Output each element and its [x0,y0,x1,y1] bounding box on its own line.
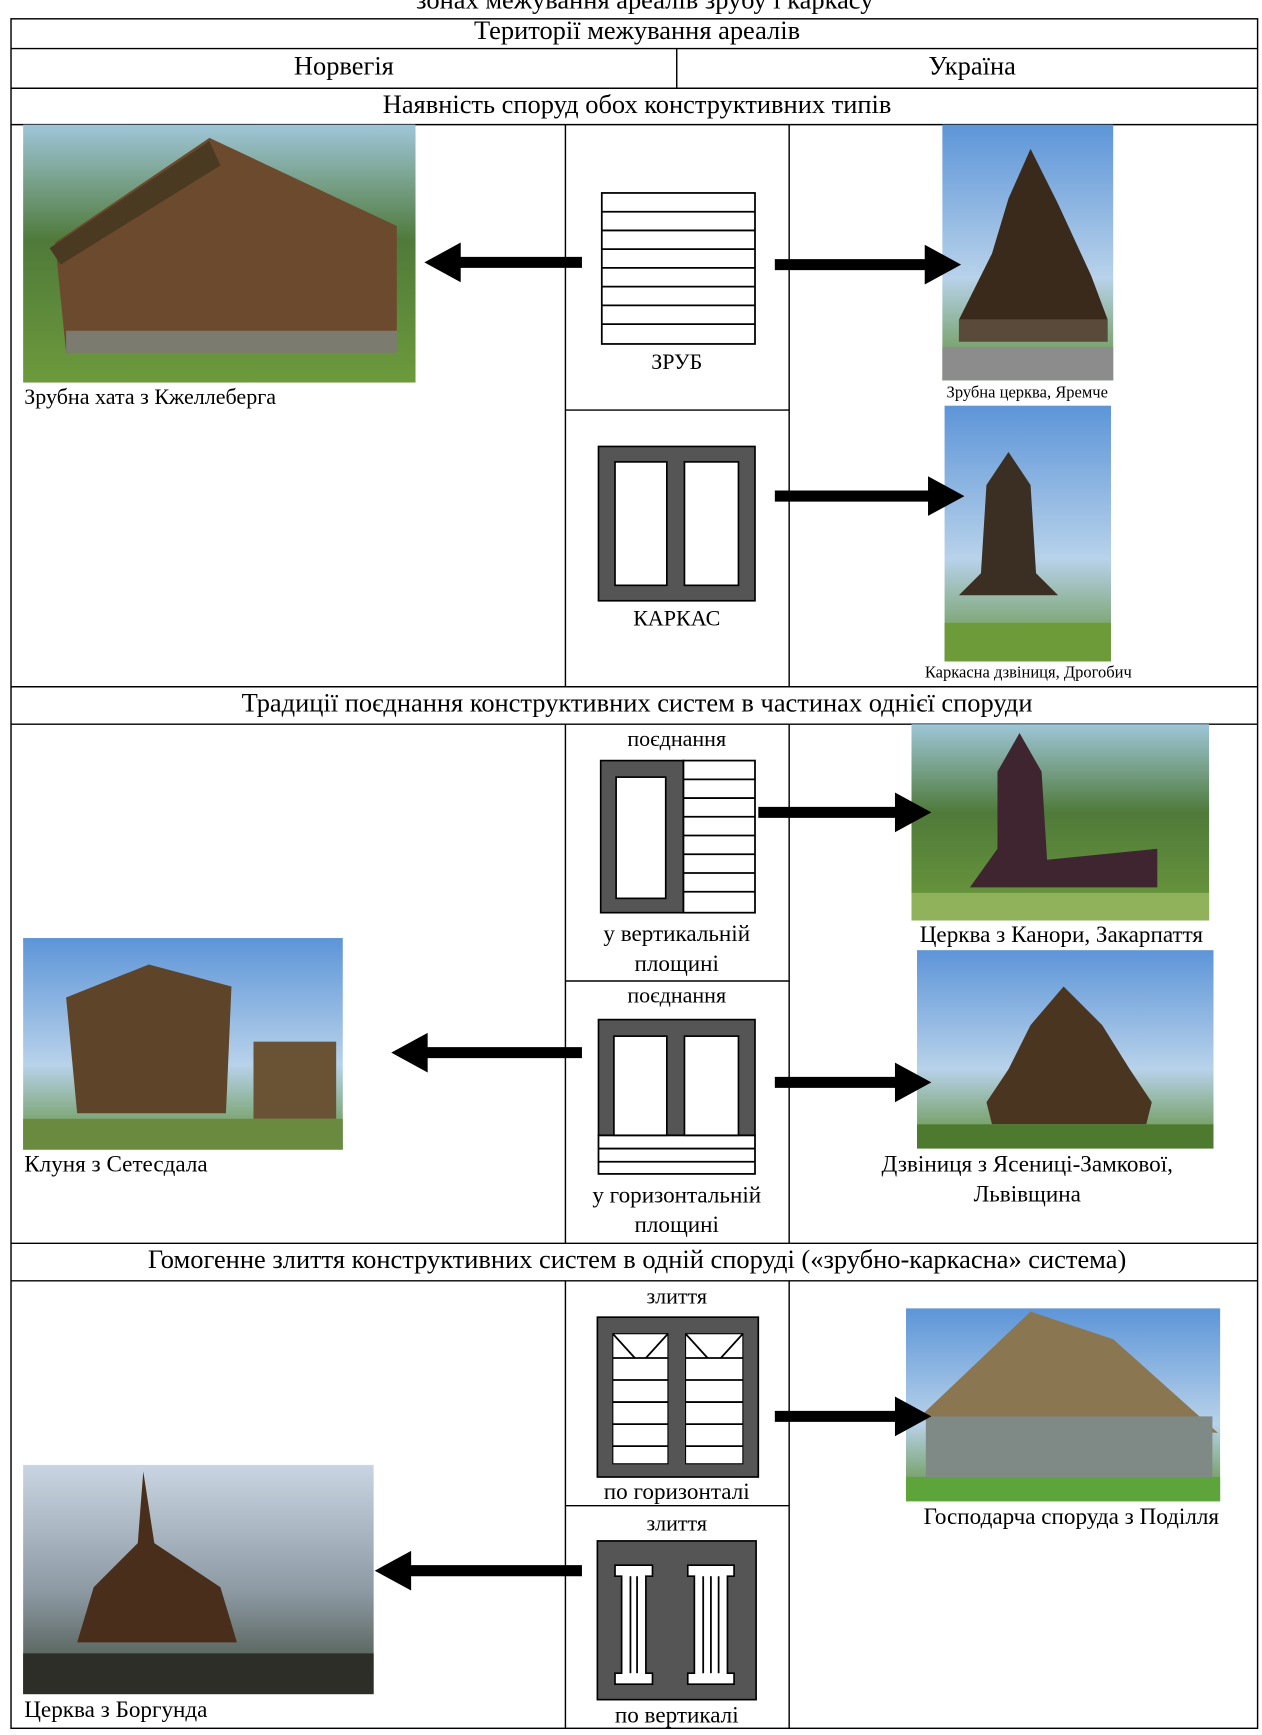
type-kind: поєднання [627,726,726,751]
photo [944,405,1112,662]
type-label: у вертикальній [603,921,750,947]
type-label: площині [635,951,719,977]
diagram-zrub [600,192,756,345]
section-title: Традиції поєднання конструктивних систем… [242,688,1033,718]
photo-caption: Каркасна дзвіниця, Дрогобич [925,662,1132,681]
arrow [758,792,932,833]
arrow [774,1396,932,1437]
type-label: по горизонталі [604,1479,750,1505]
arrow [374,1550,582,1591]
diagram-merge-vertical [596,1540,757,1701]
type-label: площині [635,1212,719,1238]
diagram-combination-horizontal [597,1018,756,1175]
diagram-combination-vertical [599,759,756,914]
photo [942,124,1114,381]
photo [23,1464,374,1695]
photo-caption: Львівщина [974,1181,1081,1207]
table-title: Території межування ареалів [474,15,800,45]
photo-caption: Господарча споруда з Поділля [924,1504,1220,1530]
type-label: по вертикалі [615,1703,739,1729]
photo-caption: Зрубна хата з Кжеллеберга [24,384,276,409]
type-label: КАРКАС [633,606,720,631]
diagram-merge-horizontal [596,1316,760,1478]
photo [917,950,1214,1149]
photo-caption: Клуня з Сетесдала [24,1152,207,1178]
arrow [424,242,582,283]
column-header: Норвегія [294,50,394,80]
column-header: Україна [928,50,1016,80]
caption: зонах межування ареалів зрубу і каркасу [416,0,874,14]
photo-caption: Зрубна церква, Яремче [947,382,1108,401]
section-title: Гомогенне злиття конструктивних систем в… [148,1244,1126,1274]
photo [905,1308,1221,1502]
type-label: у горизонтальній [592,1182,761,1208]
photo-caption: Церква з Боргунда [24,1697,207,1723]
arrow [774,244,962,285]
photo [911,724,1210,921]
arrow [774,1062,932,1103]
diagram-karkas [597,445,756,602]
type-kind: злиття [646,1284,707,1309]
type-kind: злиття [646,1511,707,1536]
photo [23,938,343,1150]
photo [23,124,416,383]
arrow [774,476,965,516]
type-kind: поєднання [627,983,726,1008]
arrow [391,1032,582,1073]
section-title: Наявність споруд обох конструктивних тип… [383,89,892,119]
photo-caption: Дзвіниця з Ясениці-Замкової, [882,1152,1173,1178]
photo-caption: Церква з Канори, Закарпаття [920,922,1204,948]
type-label: ЗРУБ [651,349,702,374]
